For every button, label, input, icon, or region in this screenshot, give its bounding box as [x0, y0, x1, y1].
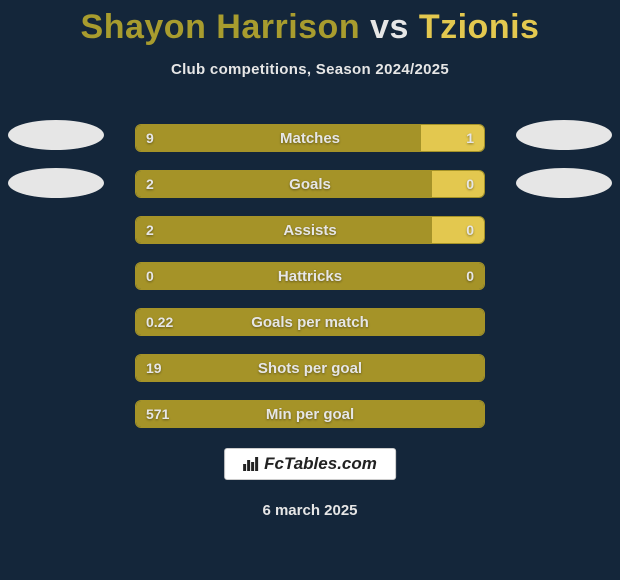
player1-value: 2	[146, 171, 154, 197]
stat-label: Assists	[136, 217, 484, 243]
player2-value: 0	[466, 171, 474, 197]
vs-text: vs	[370, 8, 409, 46]
date-text: 6 march 2025	[0, 502, 620, 519]
stats-bars: Matches91Goals20Assists20Hattricks00Goal…	[135, 124, 485, 428]
player1-value: 9	[146, 125, 154, 151]
avatar-placeholder	[8, 120, 104, 150]
stat-row: Min per goal571	[135, 400, 485, 428]
player1-value: 19	[146, 355, 162, 381]
chart-icon	[243, 457, 258, 471]
avatar-placeholder	[8, 168, 104, 198]
stat-label: Matches	[136, 125, 484, 151]
stat-row: Goals per match0.22	[135, 308, 485, 336]
stat-label: Goals per match	[136, 309, 484, 335]
player1-value: 571	[146, 401, 169, 427]
player2-value: 0	[466, 263, 474, 289]
player1-avatars	[6, 120, 106, 198]
player2-value: 1	[466, 125, 474, 151]
player1-value: 2	[146, 217, 154, 243]
avatar-placeholder	[516, 168, 612, 198]
subtitle: Club competitions, Season 2024/2025	[0, 61, 620, 78]
comparison-title: Shayon Harrison vs Tzionis	[0, 0, 620, 47]
stat-label: Shots per goal	[136, 355, 484, 381]
stat-label: Min per goal	[136, 401, 484, 427]
player1-value: 0.22	[146, 309, 173, 335]
badge-text: FcTables.com	[264, 454, 377, 474]
fctables-badge[interactable]: FcTables.com	[224, 448, 396, 480]
stat-row: Shots per goal19	[135, 354, 485, 382]
player1-value: 0	[146, 263, 154, 289]
player2-avatars	[514, 120, 614, 198]
player2-name: Tzionis	[419, 8, 540, 46]
avatar-placeholder	[516, 120, 612, 150]
stat-label: Goals	[136, 171, 484, 197]
stat-row: Assists2 0	[135, 216, 485, 244]
stat-row: Hattricks0 0	[135, 262, 485, 290]
stat-row: Matches9 1	[135, 124, 485, 152]
stat-label: Hattricks	[136, 263, 484, 289]
stat-row: Goals2 0	[135, 170, 485, 198]
player1-name: Shayon Harrison	[81, 8, 361, 46]
player2-value: 0	[466, 217, 474, 243]
